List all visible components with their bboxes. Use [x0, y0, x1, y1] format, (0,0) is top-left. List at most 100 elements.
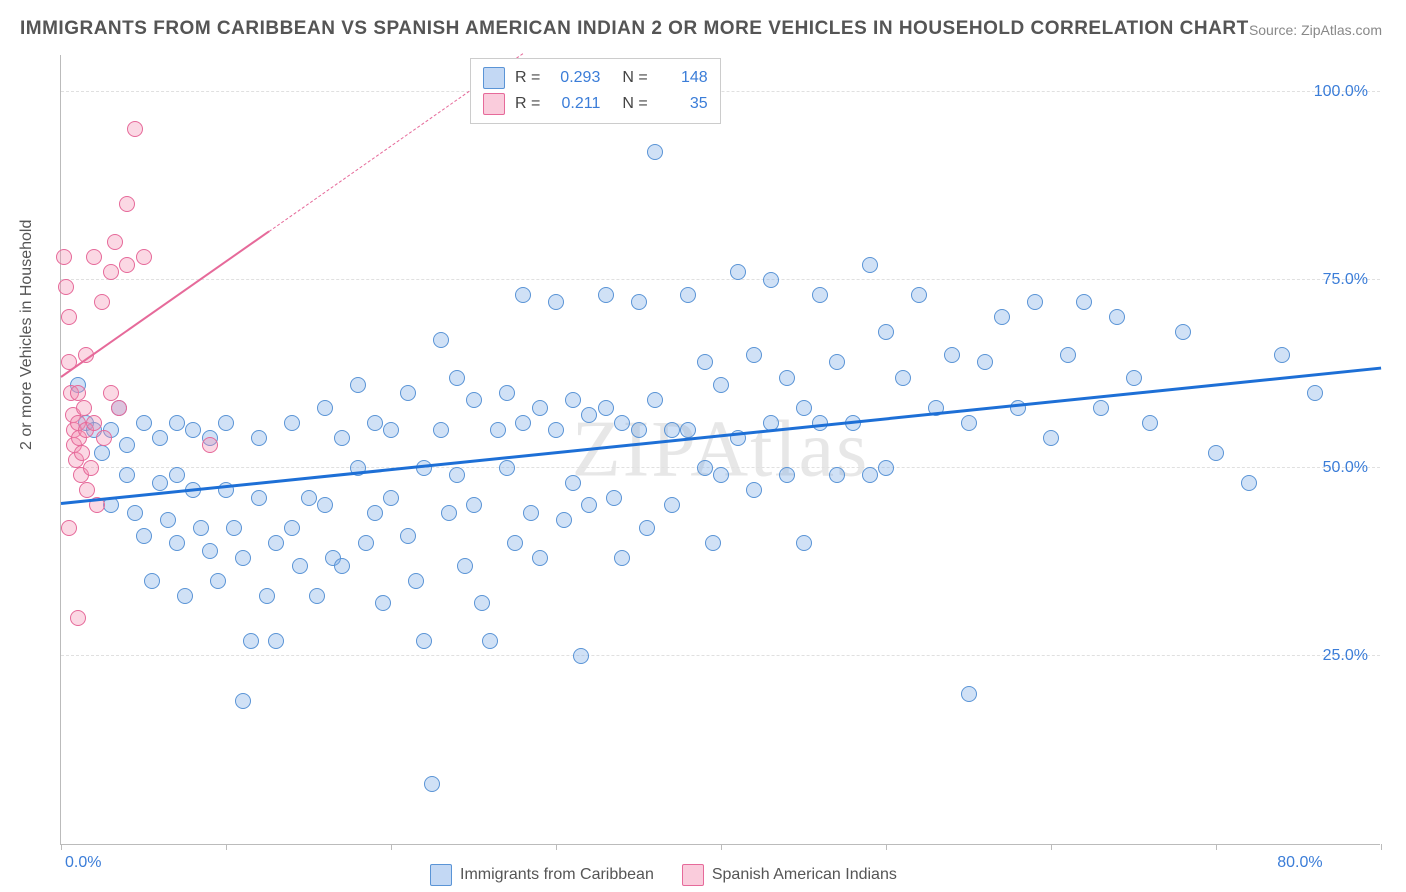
data-point — [1241, 475, 1257, 491]
data-point — [334, 558, 350, 574]
data-point — [251, 490, 267, 506]
data-point — [160, 512, 176, 528]
data-point — [1109, 309, 1125, 325]
data-point — [119, 437, 135, 453]
data-point — [680, 287, 696, 303]
data-point — [499, 385, 515, 401]
data-point — [532, 400, 548, 416]
x-tick-mark — [1381, 844, 1382, 850]
data-point — [647, 144, 663, 160]
data-point — [177, 588, 193, 604]
data-point — [284, 415, 300, 431]
x-tick-mark — [1216, 844, 1217, 850]
gridline — [61, 279, 1380, 280]
legend-row: R =0.293N =148 — [483, 65, 708, 91]
data-point — [152, 475, 168, 491]
data-point — [457, 558, 473, 574]
data-point — [812, 287, 828, 303]
data-point — [779, 370, 795, 386]
data-point — [375, 595, 391, 611]
legend-swatch — [430, 864, 452, 886]
data-point — [185, 422, 201, 438]
scatter-plot-area: ZIPAtlas 25.0%50.0%75.0%100.0%0.0%80.0% — [60, 55, 1380, 845]
data-point — [400, 385, 416, 401]
data-point — [961, 686, 977, 702]
data-point — [76, 400, 92, 416]
data-point — [664, 422, 680, 438]
x-tick-mark — [556, 844, 557, 850]
data-point — [606, 490, 622, 506]
data-point — [1208, 445, 1224, 461]
data-point — [1126, 370, 1142, 386]
data-point — [268, 535, 284, 551]
x-tick-mark — [721, 844, 722, 850]
data-point — [548, 294, 564, 310]
data-point — [565, 475, 581, 491]
data-point — [119, 196, 135, 212]
data-point — [515, 415, 531, 431]
data-point — [573, 648, 589, 664]
data-point — [1093, 400, 1109, 416]
data-point — [292, 558, 308, 574]
data-point — [639, 520, 655, 536]
data-point — [1175, 324, 1191, 340]
data-point — [490, 422, 506, 438]
r-value: 0.211 — [550, 95, 600, 113]
n-value: 35 — [658, 95, 708, 113]
data-point — [532, 550, 548, 566]
data-point — [235, 550, 251, 566]
data-point — [763, 272, 779, 288]
data-point — [441, 505, 457, 521]
y-tick-label: 75.0% — [1323, 271, 1368, 289]
data-point — [664, 497, 680, 513]
data-point — [202, 543, 218, 559]
data-point — [911, 287, 927, 303]
data-point — [631, 294, 647, 310]
data-point — [350, 377, 366, 393]
chart-title: IMMIGRANTS FROM CARIBBEAN VS SPANISH AME… — [20, 18, 1249, 40]
data-point — [79, 482, 95, 498]
data-point — [107, 234, 123, 250]
data-point — [878, 324, 894, 340]
data-point — [581, 497, 597, 513]
data-point — [96, 430, 112, 446]
x-tick-mark — [391, 844, 392, 850]
data-point — [301, 490, 317, 506]
y-tick-label: 100.0% — [1314, 83, 1368, 101]
y-tick-label: 25.0% — [1323, 647, 1368, 665]
data-point — [169, 415, 185, 431]
data-point — [631, 422, 647, 438]
data-point — [895, 370, 911, 386]
data-point — [565, 392, 581, 408]
data-point — [152, 430, 168, 446]
data-point — [202, 437, 218, 453]
legend-label: Immigrants from Caribbean — [460, 866, 654, 884]
series-legend: Immigrants from CaribbeanSpanish America… — [430, 864, 897, 886]
data-point — [83, 460, 99, 476]
n-label: N = — [622, 95, 647, 113]
data-point — [1010, 400, 1026, 416]
x-tick-mark — [61, 844, 62, 850]
data-point — [251, 430, 267, 446]
x-tick-mark — [226, 844, 227, 850]
data-point — [284, 520, 300, 536]
data-point — [103, 385, 119, 401]
data-point — [235, 693, 251, 709]
data-point — [746, 347, 762, 363]
data-point — [862, 467, 878, 483]
data-point — [56, 249, 72, 265]
data-point — [144, 573, 160, 589]
data-point — [796, 400, 812, 416]
data-point — [1060, 347, 1076, 363]
data-point — [713, 467, 729, 483]
data-point — [243, 633, 259, 649]
data-point — [268, 633, 284, 649]
data-point — [424, 776, 440, 792]
data-point — [1274, 347, 1290, 363]
data-point — [70, 610, 86, 626]
data-point — [449, 467, 465, 483]
data-point — [358, 535, 374, 551]
data-point — [746, 482, 762, 498]
data-point — [317, 400, 333, 416]
x-tick-label: 0.0% — [65, 854, 101, 872]
